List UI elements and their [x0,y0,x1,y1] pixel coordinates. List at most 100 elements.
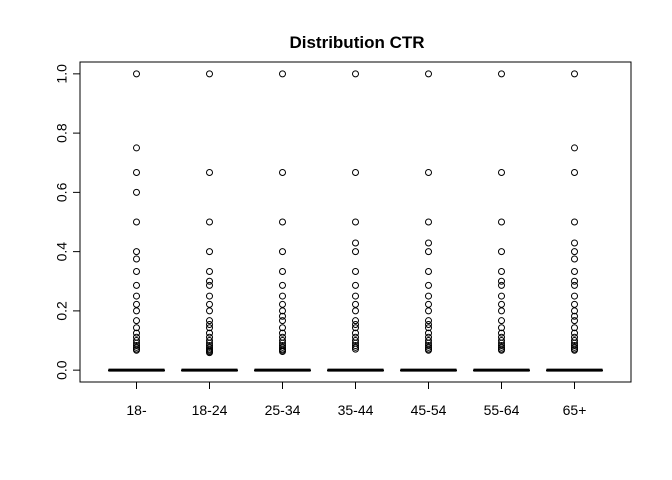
outlier-point [133,281,140,289]
outlier-point [425,307,432,315]
outlier-point [425,324,432,332]
outlier-point [206,307,213,315]
outlier-point [571,248,578,256]
outlier-point [133,300,140,308]
outlier-point [425,70,432,78]
outlier-point [133,346,140,354]
outlier-point [133,255,140,263]
outlier-point [571,255,578,263]
outlier-point [571,329,578,337]
outlier-point [498,329,505,337]
outlier-point [206,337,213,345]
outlier-point [498,300,505,308]
outlier-point [498,218,505,226]
outlier-point [279,329,286,337]
outlier-point [206,329,213,337]
outlier-point [571,144,578,152]
outlier-point [352,169,359,177]
outlier-point [133,169,140,177]
outlier-point [571,292,578,300]
outlier-point [571,169,578,177]
outlier-point [133,292,140,300]
outlier-point [279,337,286,345]
outlier-group [133,70,578,357]
outlier-point [571,300,578,308]
x-axis: 18- 18-24 25-34 35-44 45-54 55-64 65+ [126,381,587,418]
outlier-point [425,321,432,329]
outlier-point [352,239,359,247]
outlier-point [279,248,286,256]
outlier-point [279,70,286,78]
outlier-point [571,317,578,325]
outlier-point [352,70,359,78]
outlier-point [352,337,359,345]
chart-title: Distribution CTR [289,33,424,52]
outlier-point [352,281,359,289]
outlier-point [352,345,359,353]
outlier-point [133,337,140,345]
outlier-point [498,277,505,285]
outlier-point [571,277,578,285]
y-tick-label: 1.0 [54,64,70,84]
outlier-point [279,300,286,308]
outlier-point [571,239,578,247]
outlier-point [352,218,359,226]
outlier-point [425,337,432,345]
outlier-point [498,337,505,345]
outlier-point [206,292,213,300]
outlier-point [206,169,213,177]
outlier-point [571,307,578,315]
outlier-point [279,307,286,315]
outlier-point [279,317,286,325]
outlier-point [206,248,213,256]
outlier-point [352,307,359,315]
y-tick-label: 0.6 [54,182,70,202]
box-group [108,368,603,372]
outlier-point [352,292,359,300]
outlier-point [425,281,432,289]
outlier-point [425,218,432,226]
outlier-point [498,281,505,289]
outlier-point [571,218,578,226]
outlier-point [425,248,432,256]
outlier-point [279,281,286,289]
outlier-point [425,292,432,300]
outlier-point [279,218,286,226]
outlier-point [133,70,140,78]
outlier-point [279,324,286,332]
outlier-point [206,349,213,357]
outlier-point [206,300,213,308]
x-tick-label: 55-64 [484,402,520,418]
outlier-point [352,321,359,329]
outlier-point [133,317,140,325]
outlier-point [352,317,359,325]
outlier-point [279,292,286,300]
x-tick-label: 65+ [563,402,587,418]
outlier-point [133,267,140,275]
outlier-point [133,248,140,256]
outlier-point [498,307,505,315]
outlier-point [206,321,213,329]
outlier-point [279,312,286,320]
outlier-point [206,267,213,275]
y-tick-label: 0.0 [54,360,70,380]
outlier-point [498,267,505,275]
outlier-point [279,347,286,355]
x-tick-label: 45-54 [411,402,447,418]
y-tick-label: 0.2 [54,301,70,321]
outlier-point [206,281,213,289]
outlier-point [571,346,578,354]
outlier-point [206,70,213,78]
outlier-point [425,300,432,308]
outlier-point [206,277,213,285]
outlier-point [133,324,140,332]
outlier-point [133,329,140,337]
outlier-point [425,169,432,177]
outlier-point [133,188,140,196]
outlier-point [425,329,432,337]
outlier-point [425,267,432,275]
outlier-point [571,281,578,289]
outlier-point [571,267,578,275]
outlier-point [279,267,286,275]
